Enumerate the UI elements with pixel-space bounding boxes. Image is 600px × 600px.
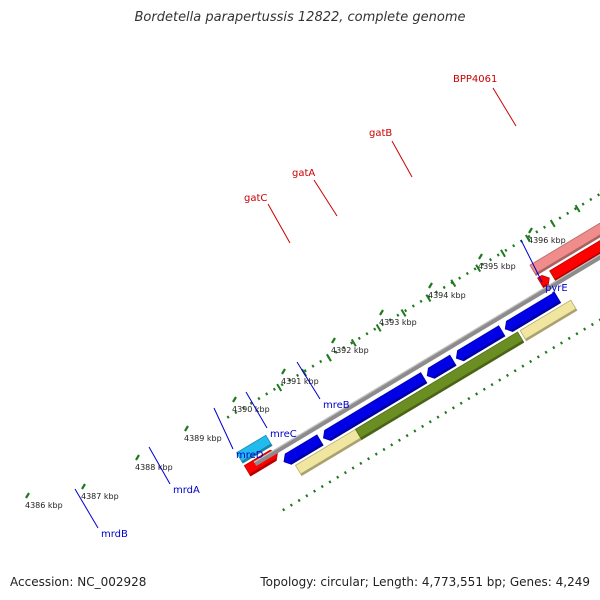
major-tick bbox=[81, 483, 86, 490]
gene-label-mreB: mreB bbox=[323, 400, 350, 411]
tick-label-4390-kbp: 4390 kbp bbox=[232, 405, 270, 414]
tick-label-4396-kbp: 4396 kbp bbox=[528, 236, 566, 245]
minor-tick bbox=[425, 294, 432, 303]
gene-label-mrdA: mrdA bbox=[173, 485, 200, 496]
major-tick bbox=[428, 282, 433, 289]
major-tick bbox=[232, 396, 237, 403]
minor-tick bbox=[475, 264, 482, 273]
feature-blocks bbox=[236, 222, 600, 477]
block-gatA-pink bbox=[529, 222, 600, 276]
minor-tick bbox=[276, 383, 283, 392]
tick-label-4394-kbp: 4394 kbp bbox=[428, 291, 466, 300]
major-tick bbox=[528, 227, 533, 234]
gene-label-mreD: mreD bbox=[236, 450, 264, 461]
tick-label-4391-kbp: 4391 kbp bbox=[281, 377, 319, 386]
block-mrdB-shadow bbox=[290, 443, 324, 465]
outer-dotted-line bbox=[226, 192, 600, 419]
genome-backbone bbox=[253, 254, 600, 467]
backbone bbox=[253, 253, 600, 467]
leader-mrdA bbox=[148, 446, 171, 485]
leader-mreD bbox=[213, 407, 234, 450]
minor-tick bbox=[375, 323, 382, 332]
leader-BPP4061 bbox=[492, 87, 517, 127]
tick-label-4388-kbp: 4388 kbp bbox=[135, 463, 173, 472]
gene-label-BPP4061: BPP4061 bbox=[453, 74, 497, 85]
leader-pyrE bbox=[520, 239, 543, 283]
leader-mreC bbox=[245, 391, 268, 429]
major-tick bbox=[135, 454, 140, 461]
gene-label-pyrE: pyrE bbox=[545, 283, 568, 294]
leader-gatA bbox=[313, 179, 338, 217]
leader-gatC bbox=[267, 203, 291, 244]
minor-tick bbox=[450, 279, 457, 288]
major-tick bbox=[331, 337, 336, 344]
block-mrdA-shadow bbox=[329, 381, 427, 441]
genome-summary-text: Topology: circular; Length: 4,773,551 bp… bbox=[260, 575, 590, 589]
accession-text: Accession: NC_002928 bbox=[10, 575, 147, 589]
minor-tick bbox=[549, 219, 556, 228]
leader-mrdB bbox=[74, 488, 99, 529]
tick-label-4393-kbp: 4393 kbp bbox=[379, 318, 417, 327]
block-olive-shadow bbox=[360, 340, 524, 440]
major-tick bbox=[184, 425, 189, 432]
tick-label-4395-kbp: 4395 kbp bbox=[478, 262, 516, 271]
block-mreD-shadow bbox=[433, 363, 457, 379]
leader-mreB bbox=[296, 361, 321, 400]
tick-label-4392-kbp: 4392 kbp bbox=[331, 346, 369, 355]
block-gatA-pink-shadow bbox=[534, 234, 600, 276]
minor-tick bbox=[524, 234, 531, 243]
major-tick bbox=[25, 492, 30, 499]
minor-tick bbox=[350, 338, 357, 347]
tick-label-4387-kbp: 4387 kbp bbox=[81, 492, 119, 501]
major-tick bbox=[281, 368, 286, 375]
major-tick bbox=[379, 309, 384, 316]
block-mreB bbox=[504, 291, 562, 332]
gene-labels: mrdB mrdA mreD mreC mreB pyrE gatC gatA gatB BPP4… bbox=[74, 74, 568, 540]
gene-label-mreC: mreC bbox=[270, 429, 297, 440]
block-mreC-shadow bbox=[462, 334, 505, 361]
genome-backbone-highlight bbox=[253, 253, 600, 463]
block-left-red-shadow bbox=[249, 458, 277, 476]
block-gatC-shadow bbox=[542, 283, 549, 289]
gene-label-gatA: gatA bbox=[292, 168, 315, 179]
minor-tick bbox=[574, 204, 581, 213]
minor-tick bbox=[400, 309, 407, 317]
major-tick bbox=[478, 253, 483, 260]
block-mreD bbox=[426, 354, 457, 379]
gene-label-gatC: gatC bbox=[244, 193, 267, 204]
minor-tick bbox=[500, 249, 506, 258]
tick-label-4389-kbp: 4389 kbp bbox=[184, 434, 222, 443]
block-khaki-left-shadow bbox=[300, 437, 362, 476]
gene-label-gatB: gatB bbox=[369, 128, 392, 139]
gene-label-mrdB: mrdB bbox=[101, 529, 128, 540]
map-title: Bordetella parapertussis 12822, complete… bbox=[134, 10, 466, 25]
minor-tick bbox=[326, 353, 332, 362]
block-left-cyan-shadow bbox=[241, 443, 272, 464]
kbp-ticks: 4386 kbp 4387 kbp 4388 kbp 4389 kbp 4390 kbp… bbox=[25, 190, 600, 510]
block-mreB-shadow bbox=[511, 300, 561, 332]
block-gatA-shadow bbox=[554, 252, 600, 282]
leader-gatB bbox=[391, 140, 413, 178]
tick-label-4386-kbp: 4386 kbp bbox=[25, 501, 63, 510]
block-khaki-right-shadow bbox=[525, 308, 577, 341]
